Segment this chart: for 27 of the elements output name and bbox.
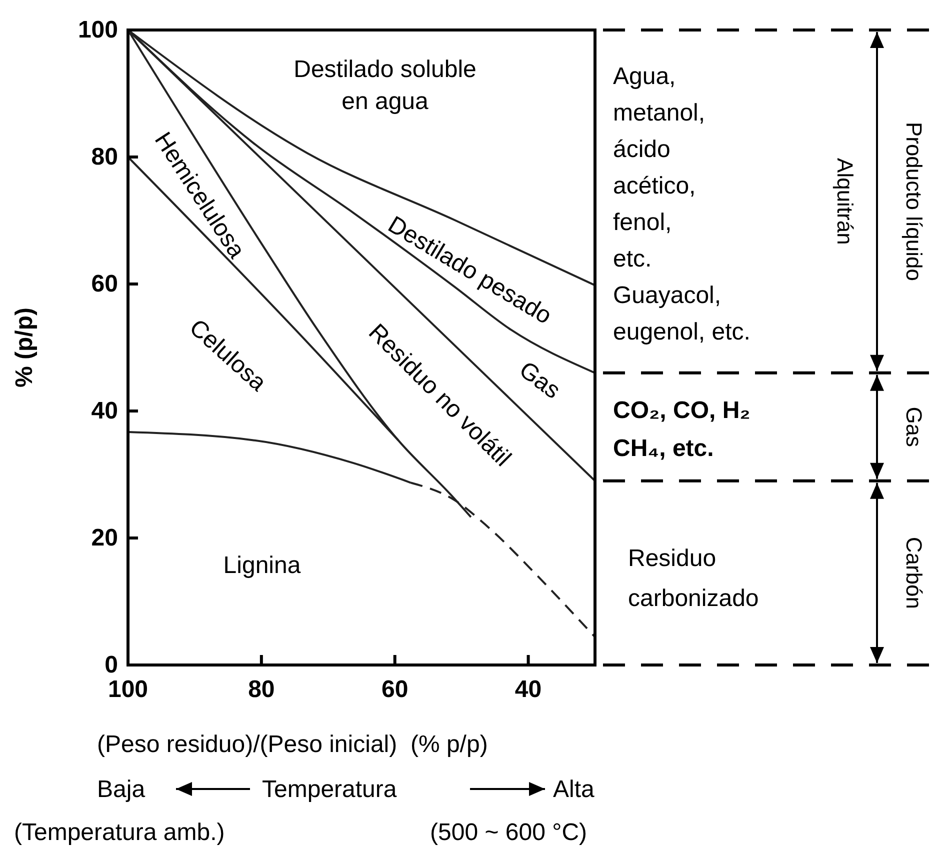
y-tick-label: 100 [78,16,118,44]
text: (Temperatura amb.) [14,819,225,846]
text: Carbón [902,536,926,610]
y-tick-label: 40 [91,398,118,424]
text: Temperatura [262,776,398,803]
annotation: Gas [514,356,566,404]
text: CO₂, CO, H₂ CH₄, etc. [613,397,750,462]
x-tick-label: 60 [382,676,408,703]
y-tick-label: 0 [104,652,118,678]
text: (500 ~ 600 °C) [430,819,588,846]
text: Baja [97,776,146,803]
y-tick-label: 60 [91,270,118,298]
y-tick-label: 80 [91,144,118,170]
y-axis-title: % (p/p) [11,308,38,388]
y-tick-label: 20 [91,524,118,552]
x-tick-label: 100 [108,676,148,703]
x-tick-label: 40 [514,676,542,703]
text: Gas [902,406,926,448]
annotation: Destilado soluble en agua [294,56,476,115]
text: Agua, metanol, ácido acético, fenol, etc. Guayacol, eugenol, etc. [613,63,750,346]
text: Residuo carbonizado [628,545,759,612]
x-tick-label: 80 [248,676,275,703]
text: Alquitrán [832,158,858,245]
x-axis-title: (Peso residuo)/(Peso inicial) (% p/p) [97,731,488,758]
text: Alta [553,776,596,803]
text: Producto líquido [902,122,926,281]
annotation: Lignina [223,552,302,579]
